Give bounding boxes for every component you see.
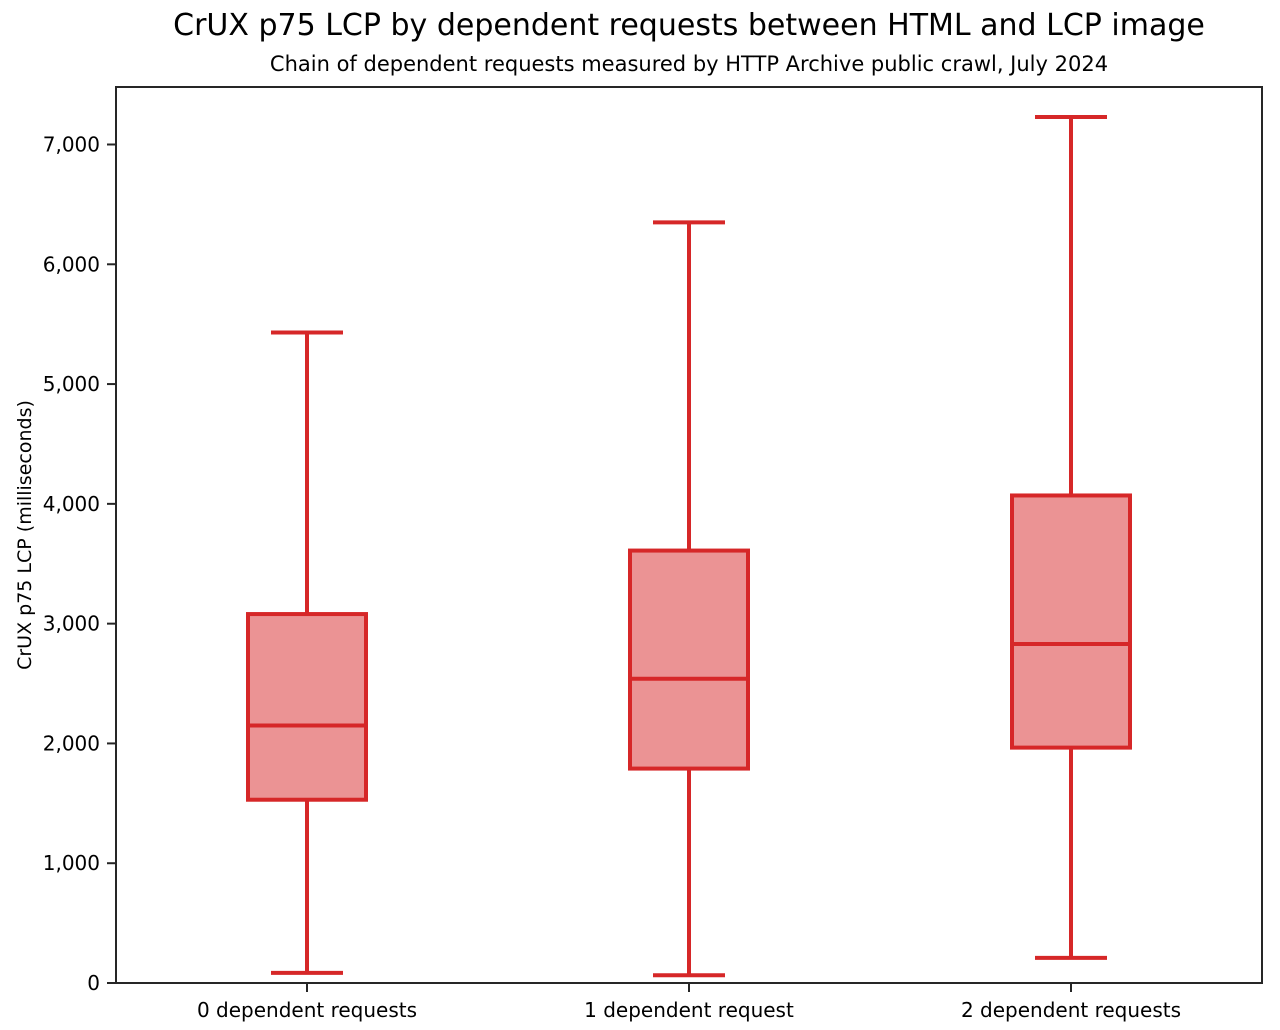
iqr-box bbox=[1010, 493, 1132, 750]
x-tick-label: 2 dependent requests bbox=[961, 998, 1181, 1022]
y-tick-label: 1,000 bbox=[43, 851, 100, 875]
x-tick-label: 0 dependent requests bbox=[197, 998, 417, 1022]
iqr-box bbox=[246, 612, 368, 802]
y-tick-label: 4,000 bbox=[43, 492, 100, 516]
chart-subtitle: Chain of dependent requests measured by … bbox=[269, 52, 1109, 76]
plot-frame bbox=[115, 86, 1263, 984]
y-tick-label: 6,000 bbox=[43, 252, 100, 276]
chart-title: CrUX p75 LCP by dependent requests betwe… bbox=[173, 8, 1205, 43]
y-tick-label: 7,000 bbox=[43, 132, 100, 156]
y-tick-label: 5,000 bbox=[43, 372, 100, 396]
y-tick-label: 0 bbox=[87, 971, 100, 995]
y-tick-label: 3,000 bbox=[43, 612, 100, 636]
iqr-box bbox=[628, 548, 750, 771]
x-tick-label: 1 dependent request bbox=[584, 998, 794, 1022]
y-tick-label: 2,000 bbox=[43, 731, 100, 755]
